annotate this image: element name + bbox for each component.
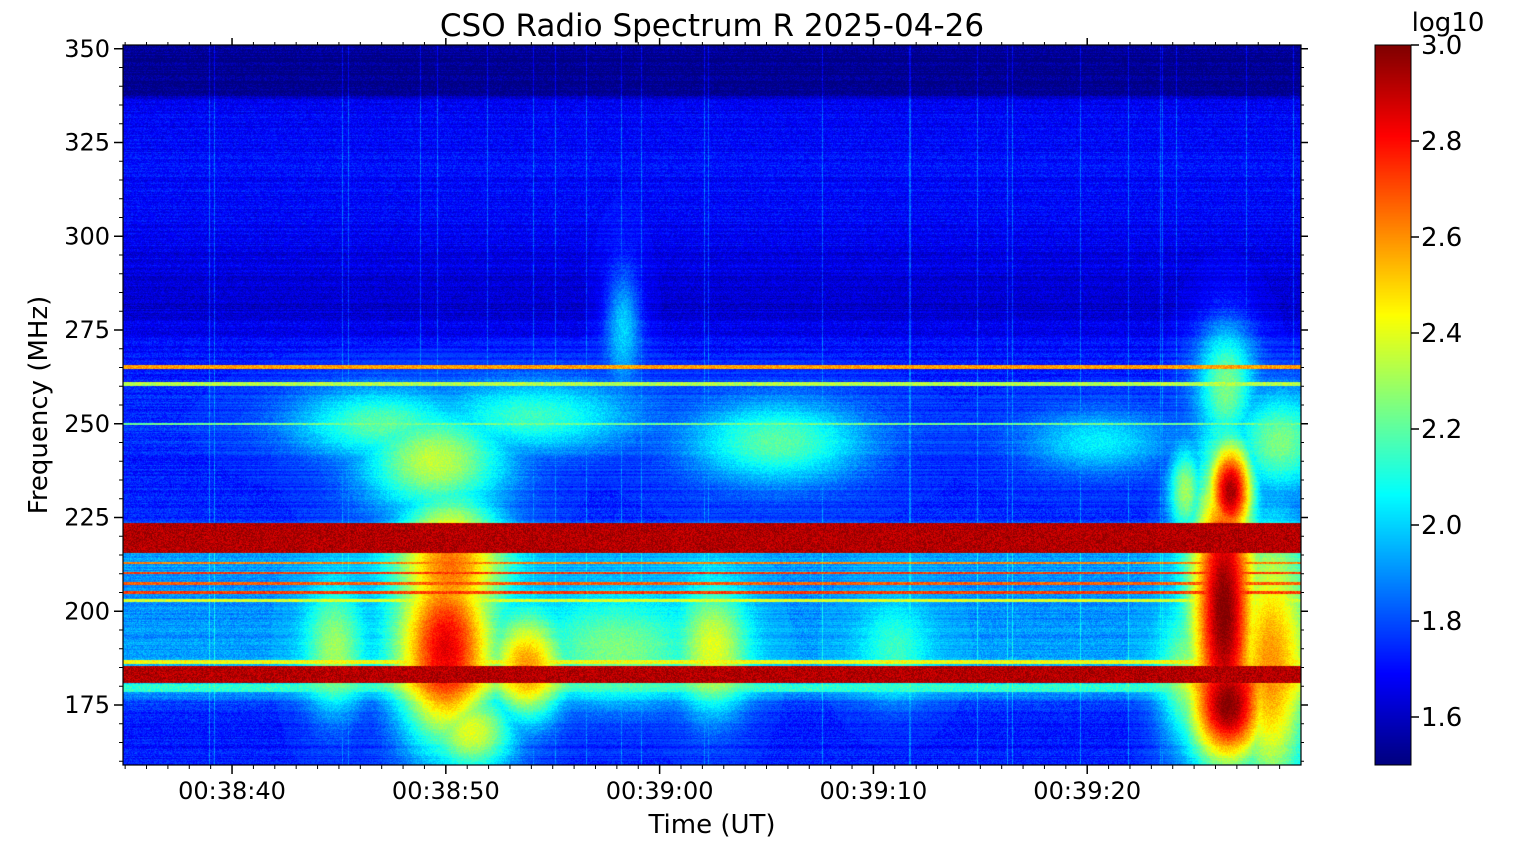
y-axis-label: Frequency (MHz) [24, 296, 54, 515]
y-tick-label: 300 [64, 222, 110, 250]
colorbar: 1.6 1.8 2.0 2.2 2.4 2.6 2.8 3.0 log10 [1374, 8, 1485, 766]
colorbar-ticks: 1.6 1.8 2.0 2.2 2.4 2.6 2.8 3.0 [1411, 31, 1462, 733]
spectrogram-heatmap [123, 45, 1301, 765]
colorbar-tick-label: 2.8 [1421, 127, 1462, 157]
y-tick-label: 350 [64, 35, 110, 63]
y-tick-label: 275 [64, 316, 110, 344]
y-tick-label: 175 [64, 691, 110, 719]
colorbar-tick-label: 2.6 [1421, 223, 1462, 253]
y-tick-label: 200 [64, 597, 110, 625]
colorbar-tick-label: 2.4 [1421, 319, 1462, 349]
y-tick-label: 325 [64, 129, 110, 157]
y-tick-label: 225 [64, 504, 110, 532]
x-axis: 00:38:40 00:38:50 00:39:00 00:39:10 00:39:20 [124, 38, 1281, 805]
chart-title: CSO Radio Spectrum R 2025-04-26 [440, 8, 984, 44]
x-axis-label: Time (UT) [647, 810, 775, 840]
colorbar-tick-label: 3.0 [1421, 31, 1462, 61]
colorbar-tick-label: 2.2 [1421, 415, 1462, 445]
colorbar-label: log10 [1412, 8, 1485, 38]
x-tick-label: 00:38:40 [178, 777, 286, 805]
x-tick-label: 00:39:00 [606, 777, 714, 805]
y-axis: 175 200 225 250 275 300 325 350 [64, 35, 1308, 762]
x-tick-label: 00:39:20 [1033, 777, 1141, 805]
colorbar-gradient [1375, 45, 1411, 765]
colorbar-tick-label: 1.6 [1421, 703, 1462, 733]
y-tick-label: 250 [64, 410, 110, 438]
heatmap-frame [123, 45, 1301, 765]
x-tick-label: 00:39:10 [820, 777, 928, 805]
colorbar-tick-label: 2.0 [1421, 511, 1462, 541]
colorbar-outline [1374, 44, 1412, 766]
x-tick-label: 00:38:50 [392, 777, 500, 805]
colorbar-tick-label: 1.8 [1421, 607, 1462, 637]
colorbar-frame [1375, 45, 1411, 765]
plot-area [122, 44, 1302, 766]
